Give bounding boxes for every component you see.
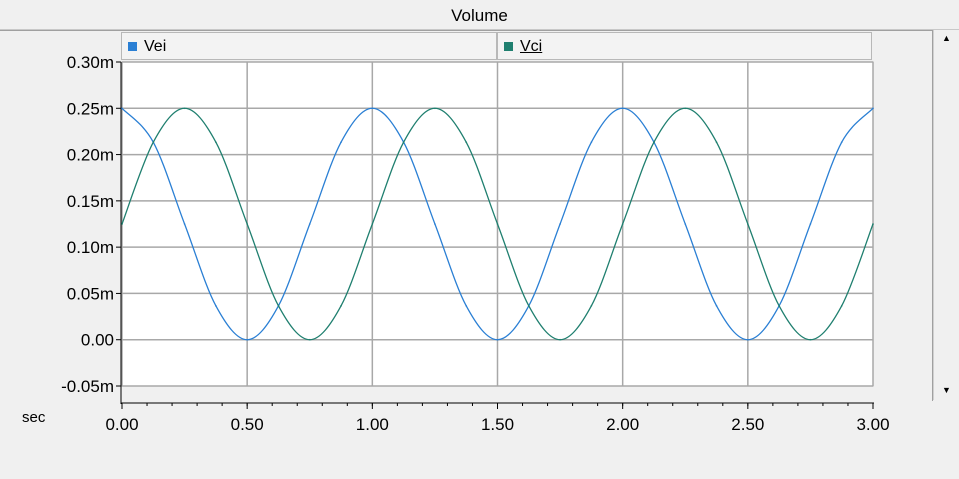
data-point-vei	[872, 107, 874, 110]
y-tick-label: 0.20m	[67, 146, 114, 165]
y-tick-label: 0.10m	[67, 238, 114, 257]
data-point-vci	[840, 305, 843, 307]
data-point-vei	[809, 223, 812, 225]
x-tick-label: 1.50	[481, 415, 514, 434]
data-point-vei	[246, 338, 248, 341]
data-point-vei	[215, 305, 217, 307]
x-tick-label: 0.00	[105, 415, 138, 434]
data-point-vei	[434, 223, 436, 225]
y-tick-label: 0.25m	[67, 99, 114, 118]
data-point-vci	[308, 338, 311, 341]
y-tick-label: 0.00	[81, 331, 114, 350]
vertical-scrollbar[interactable]: ▲ ▼	[933, 30, 959, 400]
legend-label-vci: Vci	[520, 38, 543, 55]
data-point-vci	[621, 223, 624, 225]
data-point-vei	[308, 223, 311, 225]
data-point-vci	[215, 141, 217, 143]
data-point-vci	[715, 141, 718, 143]
data-point-vei	[747, 338, 749, 341]
data-point-vci	[496, 223, 499, 225]
scroll-down-icon[interactable]: ▼	[942, 385, 951, 395]
data-point-vci	[809, 338, 812, 341]
legend-label-vei: Vei	[144, 38, 167, 55]
legend-swatch-vci	[504, 42, 513, 51]
data-point-vci	[527, 305, 530, 307]
data-point-vci	[747, 223, 749, 225]
x-axis-bar	[0, 401, 959, 479]
data-point-vei	[559, 223, 561, 225]
x-tick-label: 1.00	[356, 415, 389, 434]
data-point-vci	[277, 305, 280, 307]
data-point-vei	[840, 141, 843, 143]
data-point-vei	[371, 107, 374, 110]
data-point-vci	[246, 223, 248, 225]
x-axis-unit-label: sec	[22, 409, 46, 426]
legend-item-vci[interactable]: Vci	[497, 32, 872, 60]
data-point-vci	[872, 223, 874, 225]
data-point-vci	[340, 305, 342, 307]
data-point-vei	[715, 305, 718, 307]
data-point-vei	[183, 223, 186, 225]
x-tick-label: 2.00	[606, 415, 639, 434]
data-point-vci	[684, 107, 687, 110]
data-point-vei	[496, 338, 499, 341]
legend-item-vei[interactable]: Vei	[121, 32, 497, 60]
y-tick-label: 0.05m	[67, 284, 114, 303]
legend-swatch-vei	[128, 42, 137, 51]
data-point-vci	[653, 141, 655, 143]
data-point-vci	[371, 223, 374, 225]
data-point-vci	[183, 107, 186, 110]
x-tick-label: 3.00	[856, 415, 889, 434]
data-point-vci	[402, 141, 405, 143]
legend: Vei Vci	[121, 32, 872, 60]
x-tick-label: 2.50	[731, 415, 764, 434]
window-title: Volume	[0, 0, 959, 30]
y-tick-label: 0.30m	[67, 53, 114, 72]
data-point-vei	[340, 141, 342, 143]
scroll-up-icon[interactable]: ▲	[942, 33, 951, 43]
data-point-vci	[590, 305, 593, 307]
data-point-vci	[559, 338, 561, 341]
y-tick-label: -0.05m	[61, 377, 114, 396]
data-point-vei	[465, 305, 468, 307]
x-tick-label: 0.50	[231, 415, 264, 434]
data-point-vei	[684, 223, 687, 225]
data-point-vci	[434, 107, 436, 110]
data-point-vci	[778, 305, 780, 307]
data-point-vei	[590, 141, 593, 143]
y-tick-label: 0.15m	[67, 192, 114, 211]
data-point-vei	[621, 107, 624, 110]
data-point-vei	[121, 107, 123, 110]
data-point-vci	[121, 223, 123, 225]
data-point-vci	[152, 141, 155, 143]
data-point-vci	[465, 141, 468, 143]
